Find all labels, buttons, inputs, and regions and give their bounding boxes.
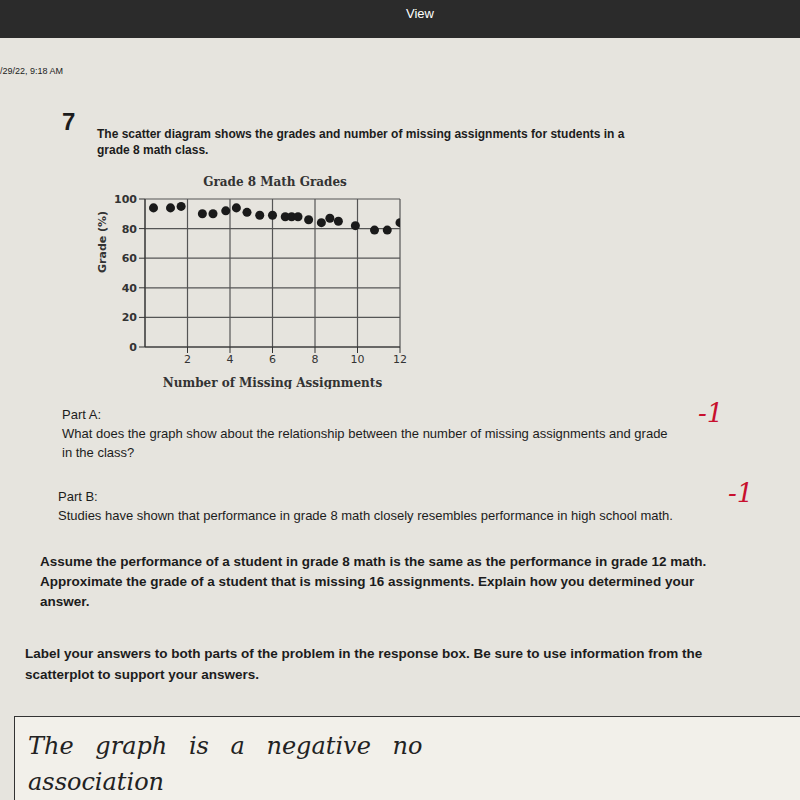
svg-text:8: 8 [312,353,319,366]
html-text:association: association [28,768,164,796]
html-text:The scatter diagram shows the: The scatter diagram shows the grades and… [97,127,625,157]
svg-text:40: 40 [122,282,138,295]
html-text:Assume the performance of a st: Assume the performance of a student in g… [40,554,707,609]
html-text:Part B:: Part B: [58,489,98,504]
svg-text:6: 6 [269,353,276,366]
html-text:Part A:: Part A: [62,407,101,422]
html-text:-1: -1 [728,478,754,508]
svg-text:10: 10 [351,353,365,366]
svg-text:2: 2 [184,353,191,366]
svg-text:100: 100 [114,193,137,206]
html-text:-1: -1 [698,398,724,428]
html-text:7: 7 [62,108,76,135]
svg-text:20: 20 [122,311,138,324]
html-text:The graph is a negative no: The graph is a negative no [28,732,423,760]
svg-text:0: 0 [129,341,137,354]
svg-text:12: 12 [393,353,407,366]
svg-text:60: 60 [122,252,138,265]
svg-text:4: 4 [227,353,234,366]
svg-text:Number of Missing Assignments: Number of Missing Assignments [163,376,383,389]
html-text:Label your answers to both par: Label your answers to both parts of the … [25,646,703,682]
html-text:What does the graph show about: What does the graph show about the relat… [62,426,668,460]
html-text:/29/22, 9:18 AM: /29/22, 9:18 AM [0,66,63,76]
html-text:Studies have shown that perfor: Studies have shown that performance in g… [58,508,673,523]
svg-text:80: 80 [122,223,138,236]
svg-text:Grade (%): Grade (%) [96,211,109,273]
html-text:View: View [406,6,434,21]
html-text:Grade 8 Math Grades: Grade 8 Math Grades [203,175,347,189]
